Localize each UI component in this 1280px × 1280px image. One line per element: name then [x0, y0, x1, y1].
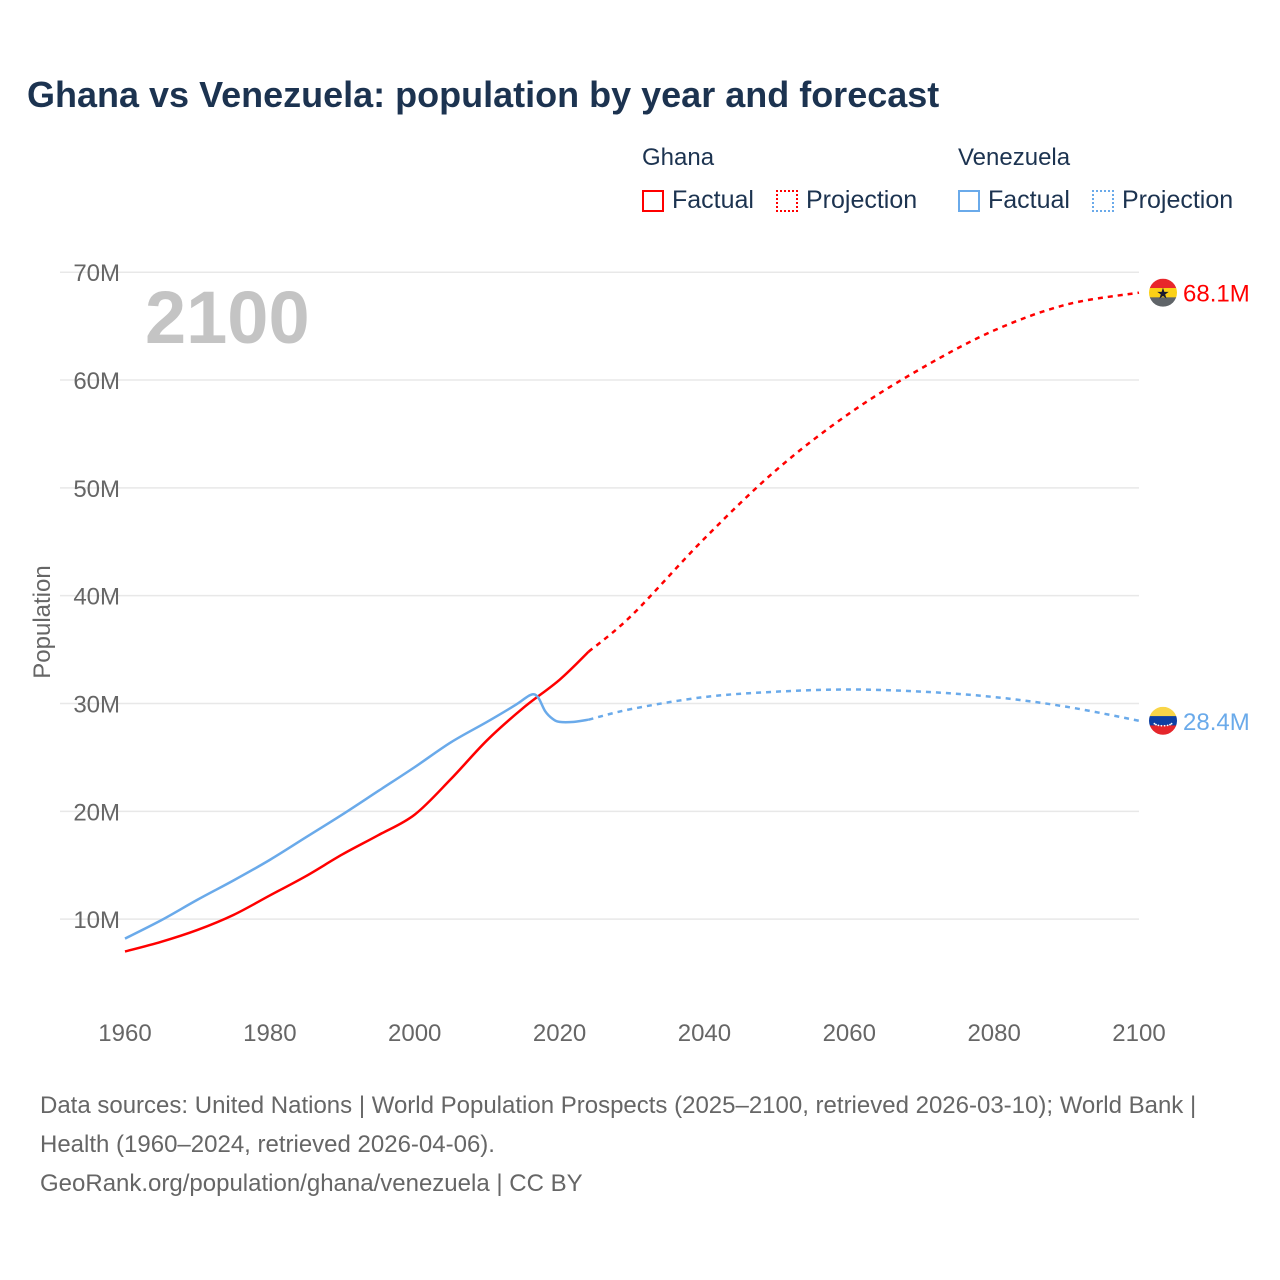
- star-icon: ★: [1156, 286, 1169, 303]
- sources: Data sources: United Nations | World Pop…: [40, 1086, 1240, 1203]
- star-icon: [1163, 724, 1166, 727]
- venezuela-end-label: 28.4M: [1183, 709, 1250, 736]
- y-tick-label: 70M: [73, 260, 120, 287]
- y-tick-label: 20M: [73, 799, 120, 826]
- venezuela-factual-line: [124, 693, 589, 940]
- x-tick-label: 1960: [98, 1020, 151, 1047]
- legend-swatch: [776, 189, 798, 212]
- y-tick-label: 40M: [73, 584, 120, 611]
- star-icon: [1155, 723, 1157, 726]
- y-tick-label: 30M: [73, 692, 120, 719]
- x-tick-label: 2060: [823, 1020, 876, 1047]
- legend-label: Projection: [1122, 186, 1234, 214]
- legend-venezuela-factual[interactable]: Factual: [958, 186, 1070, 215]
- source-link[interactable]: GeoRank.org/population/ghana/venezuela |…: [40, 1170, 583, 1197]
- flag-stripe: [1149, 706, 1177, 717]
- legend-swatch: [1092, 189, 1114, 212]
- legend-venezuela-projection[interactable]: Projection: [1092, 186, 1233, 215]
- source-text: Data sources: United Nations | World Pop…: [40, 1092, 1197, 1158]
- star-icon: [1169, 723, 1171, 726]
- star-icon: [1170, 722, 1173, 725]
- y-axis-label: Population: [29, 565, 56, 678]
- y-tick-label: 60M: [73, 368, 120, 395]
- flag-stripe: [1149, 278, 1177, 289]
- x-tick-label: 2020: [533, 1020, 586, 1047]
- x-tick-label: 1980: [243, 1020, 296, 1047]
- x-tick-label: 2000: [388, 1020, 441, 1047]
- flag-stripe: [1149, 716, 1177, 726]
- y-tick-label: 10M: [73, 907, 120, 934]
- legend-swatch: [642, 189, 664, 212]
- legend-label: Factual: [672, 186, 754, 214]
- year-label: 2100: [145, 276, 310, 359]
- x-tick-label: 2040: [678, 1020, 731, 1047]
- star-icon: [1160, 724, 1163, 727]
- x-tick-label: 2100: [1112, 1020, 1165, 1047]
- ghana-end-label: 68.1M: [1183, 281, 1250, 308]
- flag-stripe: [1149, 725, 1177, 735]
- legend-group-ghana: Ghana: [642, 144, 715, 171]
- legend-label: Projection: [806, 186, 918, 214]
- chart-title: Ghana vs Venezuela: population by year a…: [27, 74, 940, 115]
- y-tick-label: 50M: [73, 476, 120, 503]
- star-icon: [1153, 722, 1156, 725]
- x-tick-label: 2080: [967, 1020, 1020, 1047]
- legend-ghana-factual[interactable]: Factual: [642, 186, 754, 215]
- legend-group-venezuela: Venezuela: [958, 144, 1071, 171]
- legend-ghana-projection[interactable]: Projection: [776, 186, 917, 215]
- venezuela-projection-line: [588, 688, 1140, 722]
- legend-swatch: [958, 189, 980, 212]
- flag-stripe: [1149, 297, 1177, 307]
- star-icon: [1166, 724, 1169, 727]
- legend-label: Factual: [988, 186, 1070, 214]
- ghana-projection-line: [587, 291, 1140, 653]
- flag-stripe: [1149, 288, 1177, 298]
- star-icon: [1157, 724, 1160, 727]
- venezuela-flag-icon: [1149, 706, 1177, 735]
- ghana-flag-icon: ★: [1149, 278, 1177, 307]
- ghana-factual-line: [124, 650, 590, 953]
